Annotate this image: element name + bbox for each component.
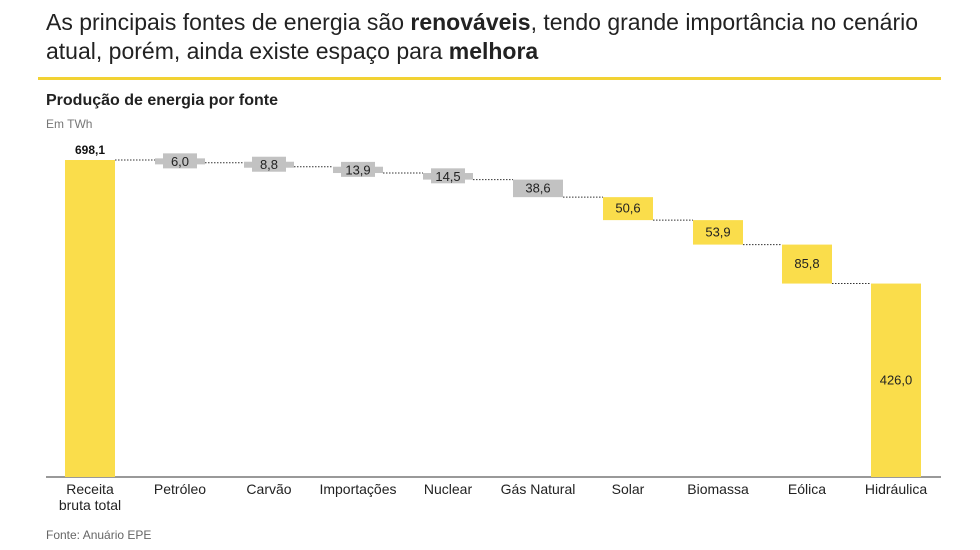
data-label-8: 426,0 — [880, 372, 913, 387]
category-label-2: Importações — [319, 481, 396, 497]
data-label-5: 50,6 — [615, 201, 640, 216]
data-label-7: 85,8 — [794, 256, 819, 271]
bar-hidr-ulica — [871, 283, 921, 477]
category-label-1: Carvão — [246, 481, 291, 497]
data-label-bg — [252, 156, 286, 172]
headline: As principais fontes de energia são reno… — [46, 8, 946, 66]
headline-bold-2: melhora — [448, 38, 539, 64]
bar-total — [65, 160, 115, 477]
bar-solar — [603, 197, 653, 221]
headline-divider — [38, 77, 941, 80]
headline-part-1: As principais fontes de energia são — [46, 9, 411, 35]
data-label-6: 53,9 — [705, 224, 730, 239]
bar-biomassa — [693, 220, 743, 245]
category-label-8: Hidráulica — [865, 481, 927, 497]
data-label-3: 14,5 — [435, 169, 460, 184]
category-label-5: Solar — [612, 481, 645, 497]
headline-part-2: , tendo grande importância no cenário at… — [46, 9, 919, 64]
data-label-2: 13,9 — [345, 162, 370, 177]
category-label-4: Gás Natural — [501, 481, 576, 497]
data-label-bg — [163, 153, 197, 169]
source-note: Fonte: Anuário EPE — [46, 528, 152, 542]
bar-e-lica — [782, 244, 832, 284]
data-label-bg — [431, 168, 465, 184]
data-label-0: 6,0 — [171, 154, 189, 169]
data-label-bg — [341, 161, 375, 177]
category-label-total: Receita — [66, 481, 114, 497]
chart-title: Produção de energia por fonte — [46, 92, 279, 109]
data-label-4: 38,6 — [525, 180, 550, 195]
chart-unit: Em TWh — [46, 117, 93, 131]
category-label-6: Biomassa — [687, 481, 749, 497]
data-label-total: 698,1 — [75, 143, 105, 157]
category-label-3: Nuclear — [424, 481, 473, 497]
headline-bold-1: renováveis — [410, 9, 531, 35]
category-label-0: Petróleo — [154, 481, 206, 497]
bar-g-s-natural — [513, 179, 563, 198]
category-label-7: Eólica — [788, 481, 826, 497]
category-label-total: bruta total — [59, 497, 121, 513]
data-label-1: 8,8 — [260, 157, 278, 172]
